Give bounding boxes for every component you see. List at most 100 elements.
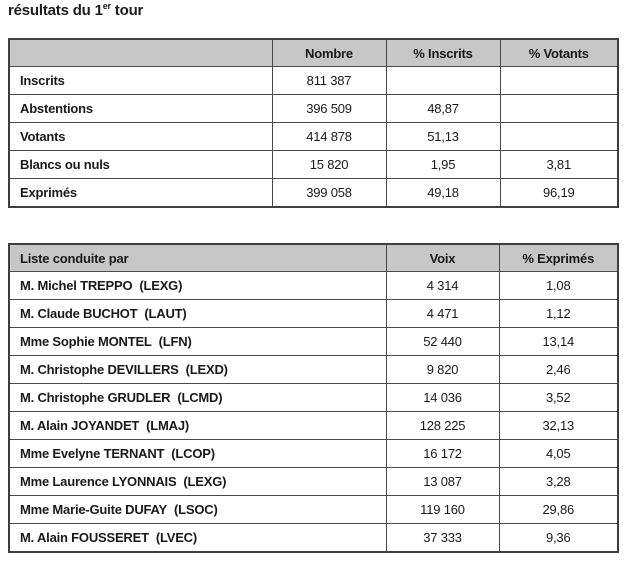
cell-pct-exprimes: 1,08 [498,271,619,300]
column-header-voix: Voix [385,243,500,272]
cell-nombre: 811 387 [271,66,387,95]
candidate-party: (LCOP) [171,446,215,461]
candidate-party: (LEXG) [183,474,227,489]
cell-pct-exprimes: 3,28 [498,467,619,496]
candidate-cell: M. Christophe GRUDLER (LCMD) [8,383,387,412]
candidate-party: (LSOC) [174,502,218,517]
cell-pct-votants [499,66,619,95]
table-row: M. Christophe DEVILLERS (LEXD) 9 820 2,46 [8,355,619,384]
candidate-party: (LVEC) [155,530,197,545]
table-header-row: Liste conduite par Voix % Exprimés [8,243,619,272]
cell-voix: 128 225 [385,411,500,440]
cell-pct-inscrits: 1,95 [385,150,501,179]
cell-voix: 9 820 [385,355,500,384]
candidate-name: Mme Laurence LYONNAIS [20,474,177,489]
candidate-party: (LFN) [158,334,192,349]
cell-voix: 14 036 [385,383,500,412]
column-header-pct-exprimes: % Exprimés [498,243,619,272]
cell-voix: 4 471 [385,299,500,328]
candidate-cell: M. Claude BUCHOT (LAUT) [8,299,387,328]
candidate-name: M. Christophe GRUDLER [20,390,171,405]
cell-pct-exprimes: 2,46 [498,355,619,384]
candidate-party: (LAUT) [144,306,187,321]
cell-pct-exprimes: 1,12 [498,299,619,328]
cell-voix: 119 160 [385,495,500,524]
candidate-cell: M. Alain FOUSSERET (LVEC) [8,523,387,553]
candidate-cell: M. Michel TREPPO (LEXG) [8,271,387,300]
page-title-superscript: er [102,1,111,11]
cell-pct-inscrits: 48,87 [385,94,501,123]
column-header-pct-inscrits: % Inscrits [385,38,501,67]
cell-pct-exprimes: 9,36 [498,523,619,553]
candidate-name: M. Alain JOYANDET [20,418,140,433]
row-label: Exprimés [8,178,273,208]
table-row: Mme Evelyne TERNANT (LCOP) 16 172 4,05 [8,439,619,468]
candidate-name: M. Michel TREPPO [20,278,133,293]
column-header-pct-votants: % Votants [499,38,619,67]
cell-voix: 37 333 [385,523,500,553]
cell-nombre: 414 878 [271,122,387,151]
column-header-liste: Liste conduite par [8,243,387,272]
candidate-cell: Mme Evelyne TERNANT (LCOP) [8,439,387,468]
cell-pct-votants [499,94,619,123]
cell-voix: 16 172 [385,439,500,468]
cell-pct-exprimes: 32,13 [498,411,619,440]
candidate-name: Mme Evelyne TERNANT [20,446,165,461]
table-row: M. Michel TREPPO (LEXG) 4 314 1,08 [8,271,619,300]
cell-pct-inscrits [385,66,501,95]
candidate-cell: M. Christophe DEVILLERS (LEXD) [8,355,387,384]
cell-nombre: 15 820 [271,150,387,179]
page-title: résultats du 1er tour [8,1,144,20]
candidate-cell: M. Alain JOYANDET (LMAJ) [8,411,387,440]
cell-pct-inscrits: 49,18 [385,178,501,208]
cell-pct-exprimes: 13,14 [498,327,619,356]
column-header-nombre: Nombre [271,38,387,67]
candidate-name: Mme Sophie MONTEL [20,334,152,349]
table-row: Mme Laurence LYONNAIS (LEXG) 13 087 3,28 [8,467,619,496]
candidate-name: M. Claude BUCHOT [20,306,138,321]
cell-pct-votants [499,122,619,151]
cell-voix: 4 314 [385,271,500,300]
table-row: Votants 414 878 51,13 [8,122,619,151]
table-row: M. Alain JOYANDET (LMAJ) 128 225 32,13 [8,411,619,440]
cell-pct-inscrits: 51,13 [385,122,501,151]
candidate-name: M. Christophe DEVILLERS [20,362,179,377]
table-row: Mme Sophie MONTEL (LFN) 52 440 13,14 [8,327,619,356]
candidate-party: (LEXD) [185,362,228,377]
results-summary-table: Nombre % Inscrits % Votants Inscrits 811… [8,38,619,208]
row-label: Blancs ou nuls [8,150,273,179]
table-row: Abstentions 396 509 48,87 [8,94,619,123]
candidate-party: (LEXG) [139,278,183,293]
cell-pct-votants: 3,81 [499,150,619,179]
cell-pct-exprimes: 3,52 [498,383,619,412]
table-row: Exprimés 399 058 49,18 96,19 [8,178,619,208]
candidate-cell: Mme Laurence LYONNAIS (LEXG) [8,467,387,496]
cell-nombre: 396 509 [271,94,387,123]
table-row: Mme Marie-Guite DUFAY (LSOC) 119 160 29,8… [8,495,619,524]
candidate-party: (LCMD) [177,390,223,405]
table-row: Inscrits 811 387 [8,66,619,95]
row-label: Abstentions [8,94,273,123]
candidate-cell: Mme Marie-Guite DUFAY (LSOC) [8,495,387,524]
table-header-row: Nombre % Inscrits % Votants [8,38,619,67]
page-title-text: résultats du 1 [8,2,103,19]
cell-pct-exprimes: 4,05 [498,439,619,468]
table-row: M. Christophe GRUDLER (LCMD) 14 036 3,52 [8,383,619,412]
row-label: Votants [8,122,273,151]
candidate-name: M. Alain FOUSSERET [20,530,149,545]
row-label: Inscrits [8,66,273,95]
column-header-empty [8,38,273,67]
table-row: M. Alain FOUSSERET (LVEC) 37 333 9,36 [8,523,619,553]
candidate-party: (LMAJ) [146,418,190,433]
cell-pct-votants: 96,19 [499,178,619,208]
candidate-name: Mme Marie-Guite DUFAY [20,502,168,517]
cell-nombre: 399 058 [271,178,387,208]
candidate-cell: Mme Sophie MONTEL (LFN) [8,327,387,356]
cell-voix: 13 087 [385,467,500,496]
page-title-suffix: tour [110,2,144,19]
candidates-results-table: Liste conduite par Voix % Exprimés M. Mi… [8,243,619,553]
table-row: M. Claude BUCHOT (LAUT) 4 471 1,12 [8,299,619,328]
cell-pct-exprimes: 29,86 [498,495,619,524]
cell-voix: 52 440 [385,327,500,356]
table-row: Blancs ou nuls 15 820 1,95 3,81 [8,150,619,179]
